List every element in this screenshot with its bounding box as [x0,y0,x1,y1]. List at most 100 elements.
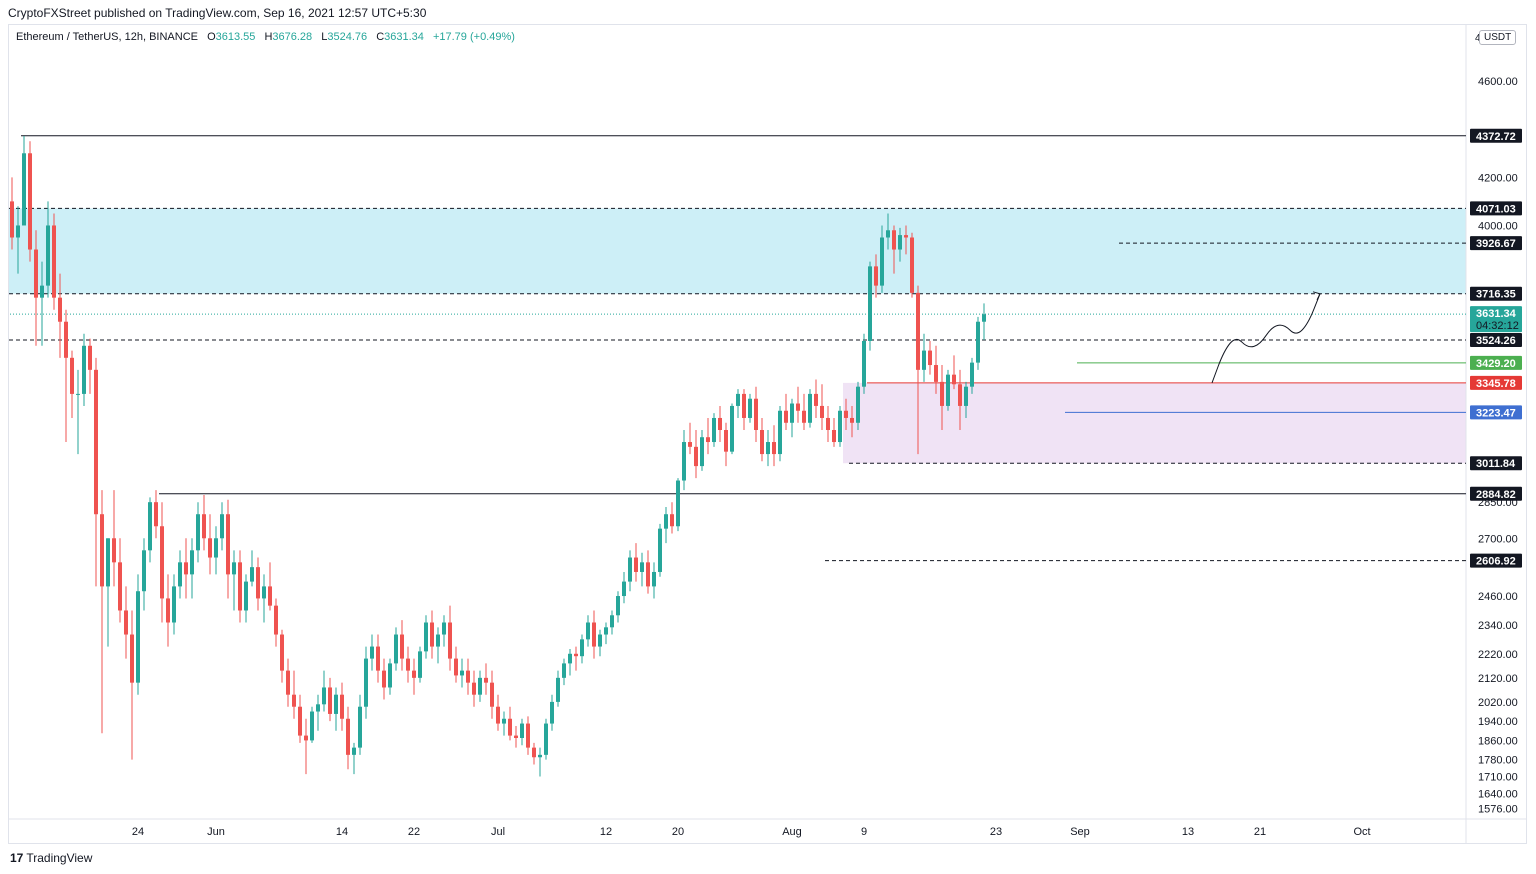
candle-body [382,670,386,688]
candle-body [868,266,872,341]
candle-body [676,480,680,527]
demand-zone [843,382,1466,464]
forecast-arrow-icon [1312,291,1321,301]
open-value: 3613.55 [215,31,256,43]
candle-body [982,314,986,322]
brand-name: TradingView [26,851,93,865]
candle-body [82,345,86,394]
candle-body [916,292,920,370]
candle-body [628,557,632,582]
candle-body [118,562,122,611]
y-tick-label: 2460.00 [1478,591,1518,603]
candle-body [130,634,134,683]
candle-body [220,514,224,539]
x-tick-label: 22 [408,826,420,838]
candle-body [418,651,422,678]
close-value: 3631.34 [384,31,424,43]
price-tag-label: 3223.47 [1476,407,1516,419]
candle-body [64,321,68,358]
x-tick-label: 12 [600,826,612,838]
symbol-name[interactable]: Ethereum / TetherUS, 12h, BINANCE [16,31,198,43]
currency-unit-button[interactable]: USDT [1479,30,1517,45]
candle-body [706,437,710,443]
candle-body [34,249,38,298]
candle-body [730,405,734,452]
last-price-tag-bg [1470,306,1522,333]
candle-body [88,345,92,370]
candle-body [238,562,242,611]
x-tick-label: Aug [782,826,802,838]
candle-body [820,405,824,418]
candle-body [364,658,368,707]
candle-body [742,393,746,418]
countdown-label: 04:32:12 [1476,320,1519,332]
candle-body [208,538,212,558]
candle-body [316,704,320,712]
candle-body [124,610,128,635]
candle-body [460,670,464,676]
y-tick-label: 4600.00 [1478,76,1518,88]
candle-body [790,403,794,423]
chart-frame [8,24,1527,844]
high-value: 3676.28 [272,31,313,43]
candle-body [196,514,200,551]
price-tag-bg [1470,128,1522,143]
candle-body [604,627,608,635]
x-tick-label: 24 [132,826,144,838]
candle-body [760,430,764,455]
footer-brand[interactable]: 17 TradingView [10,851,92,865]
y-tick-label: 2700.00 [1478,533,1518,545]
x-tick-label: 9 [861,826,867,838]
candle-body [100,514,104,587]
candle-body [658,528,662,572]
x-tick-label: 20 [672,826,684,838]
candle-body [640,562,644,572]
candle-body [10,201,14,238]
candle-body [688,442,692,447]
last-price-tag-label: 3631.34 [1476,308,1517,320]
candle-body [550,701,554,724]
candle-body [22,153,26,226]
open-label: O [207,31,216,43]
candle-body [652,571,656,587]
candle-body [892,230,896,250]
candle-body [226,514,230,575]
candle-body [106,538,110,587]
candle-body [268,586,272,606]
candle-body [964,386,968,406]
price-tag-label: 2606.92 [1476,556,1516,568]
candle-body [16,225,20,238]
x-tick-label: Jul [491,826,505,838]
candle-body [796,403,800,411]
candle-body [40,285,44,298]
candle-body [838,410,842,443]
candle-body [424,622,428,652]
candle-body [736,393,740,406]
forecast-path [1211,293,1321,384]
candle-body [904,235,908,238]
price-tag-label: 3011.84 [1476,458,1516,470]
y-tick-label: 2220.00 [1478,649,1518,661]
candle-body [28,153,32,250]
price-tag-bg [1470,375,1522,390]
candle-body [856,386,860,423]
candle-body [616,596,620,616]
candle-body [184,562,188,575]
candle-body [598,634,602,647]
candle-body [646,562,650,587]
price-tag-label: 3345.78 [1476,378,1516,390]
candle-body [580,639,584,657]
candle-body [304,735,308,741]
candle-body [724,430,728,452]
candle-body [358,706,362,748]
candle-body [958,384,962,406]
candle-body [478,677,482,695]
candle-body [388,663,392,688]
candle-body [802,410,806,423]
candle-body [274,605,278,635]
candle-body [148,502,152,551]
candle-body [976,321,980,363]
candle-body [508,718,512,736]
candle-body [178,562,182,587]
